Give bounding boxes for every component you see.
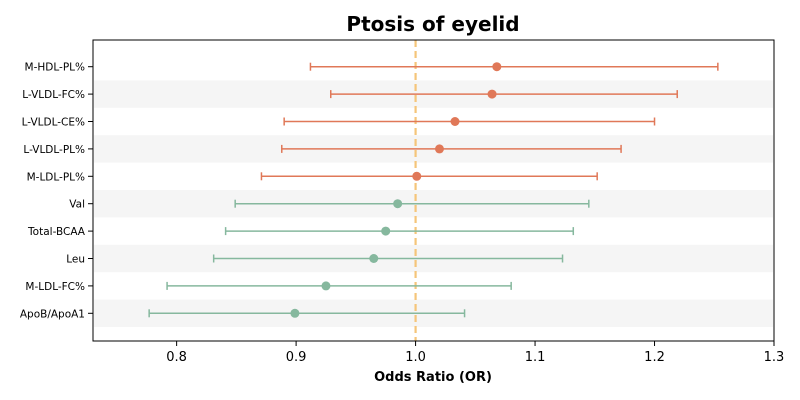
plot-marks	[148, 62, 719, 318]
or-point	[290, 308, 300, 318]
plot-frame	[92, 39, 775, 342]
ci-row	[309, 62, 719, 72]
x-tick-label: 1.3	[764, 350, 785, 365]
ci-row	[148, 308, 466, 318]
y-tick-label: Total-BCAA	[27, 226, 86, 238]
or-point	[321, 281, 331, 291]
or-point	[381, 226, 391, 236]
y-tick-label: ApoB/ApoA1	[20, 308, 85, 320]
x-tick-label: 0.8	[166, 350, 187, 365]
y-tick-label: M-HDL-PL%	[25, 62, 85, 74]
or-point	[487, 89, 497, 99]
or-point	[434, 144, 444, 154]
ci-row	[283, 117, 656, 126]
ci-row	[281, 144, 622, 154]
y-tick-label: M-LDL-PL%	[27, 171, 85, 183]
or-point	[450, 117, 460, 126]
chart-title: Ptosis of eyelid	[346, 12, 519, 36]
x-axis-label: Odds Ratio (OR)	[374, 370, 492, 385]
or-point	[492, 62, 502, 72]
y-tick-label: L-VLDL-PL%	[23, 144, 85, 156]
y-tick-label: Val	[69, 199, 85, 211]
or-point	[393, 199, 403, 209]
x-tick-label: 1.1	[525, 350, 546, 365]
ci-row	[212, 254, 564, 263]
or-point	[369, 254, 379, 263]
y-tick-label: L-VLDL-CE%	[22, 117, 85, 129]
y-tick-label: M-LDL-FC%	[25, 281, 85, 293]
ci-row	[330, 89, 678, 99]
x-tick-label: 0.9	[286, 350, 307, 365]
x-tick-label: 1.0	[405, 350, 426, 365]
ci-row	[260, 171, 598, 181]
y-tick-label: L-VLDL-FC%	[22, 89, 85, 101]
or-point	[412, 171, 422, 181]
ci-row	[166, 281, 512, 291]
ci-row	[234, 199, 590, 209]
x-axis: 0.8 0.9 1.0 1.1 1.2 1.3	[166, 341, 784, 365]
ci-row	[224, 226, 575, 236]
y-axis: M-HDL-PL% L-VLDL-FC% L-VLDL-CE% L-VLDL-PL% M…	[20, 62, 93, 320]
x-tick-label: 1.2	[644, 350, 665, 365]
y-tick-label: Leu	[66, 254, 85, 266]
